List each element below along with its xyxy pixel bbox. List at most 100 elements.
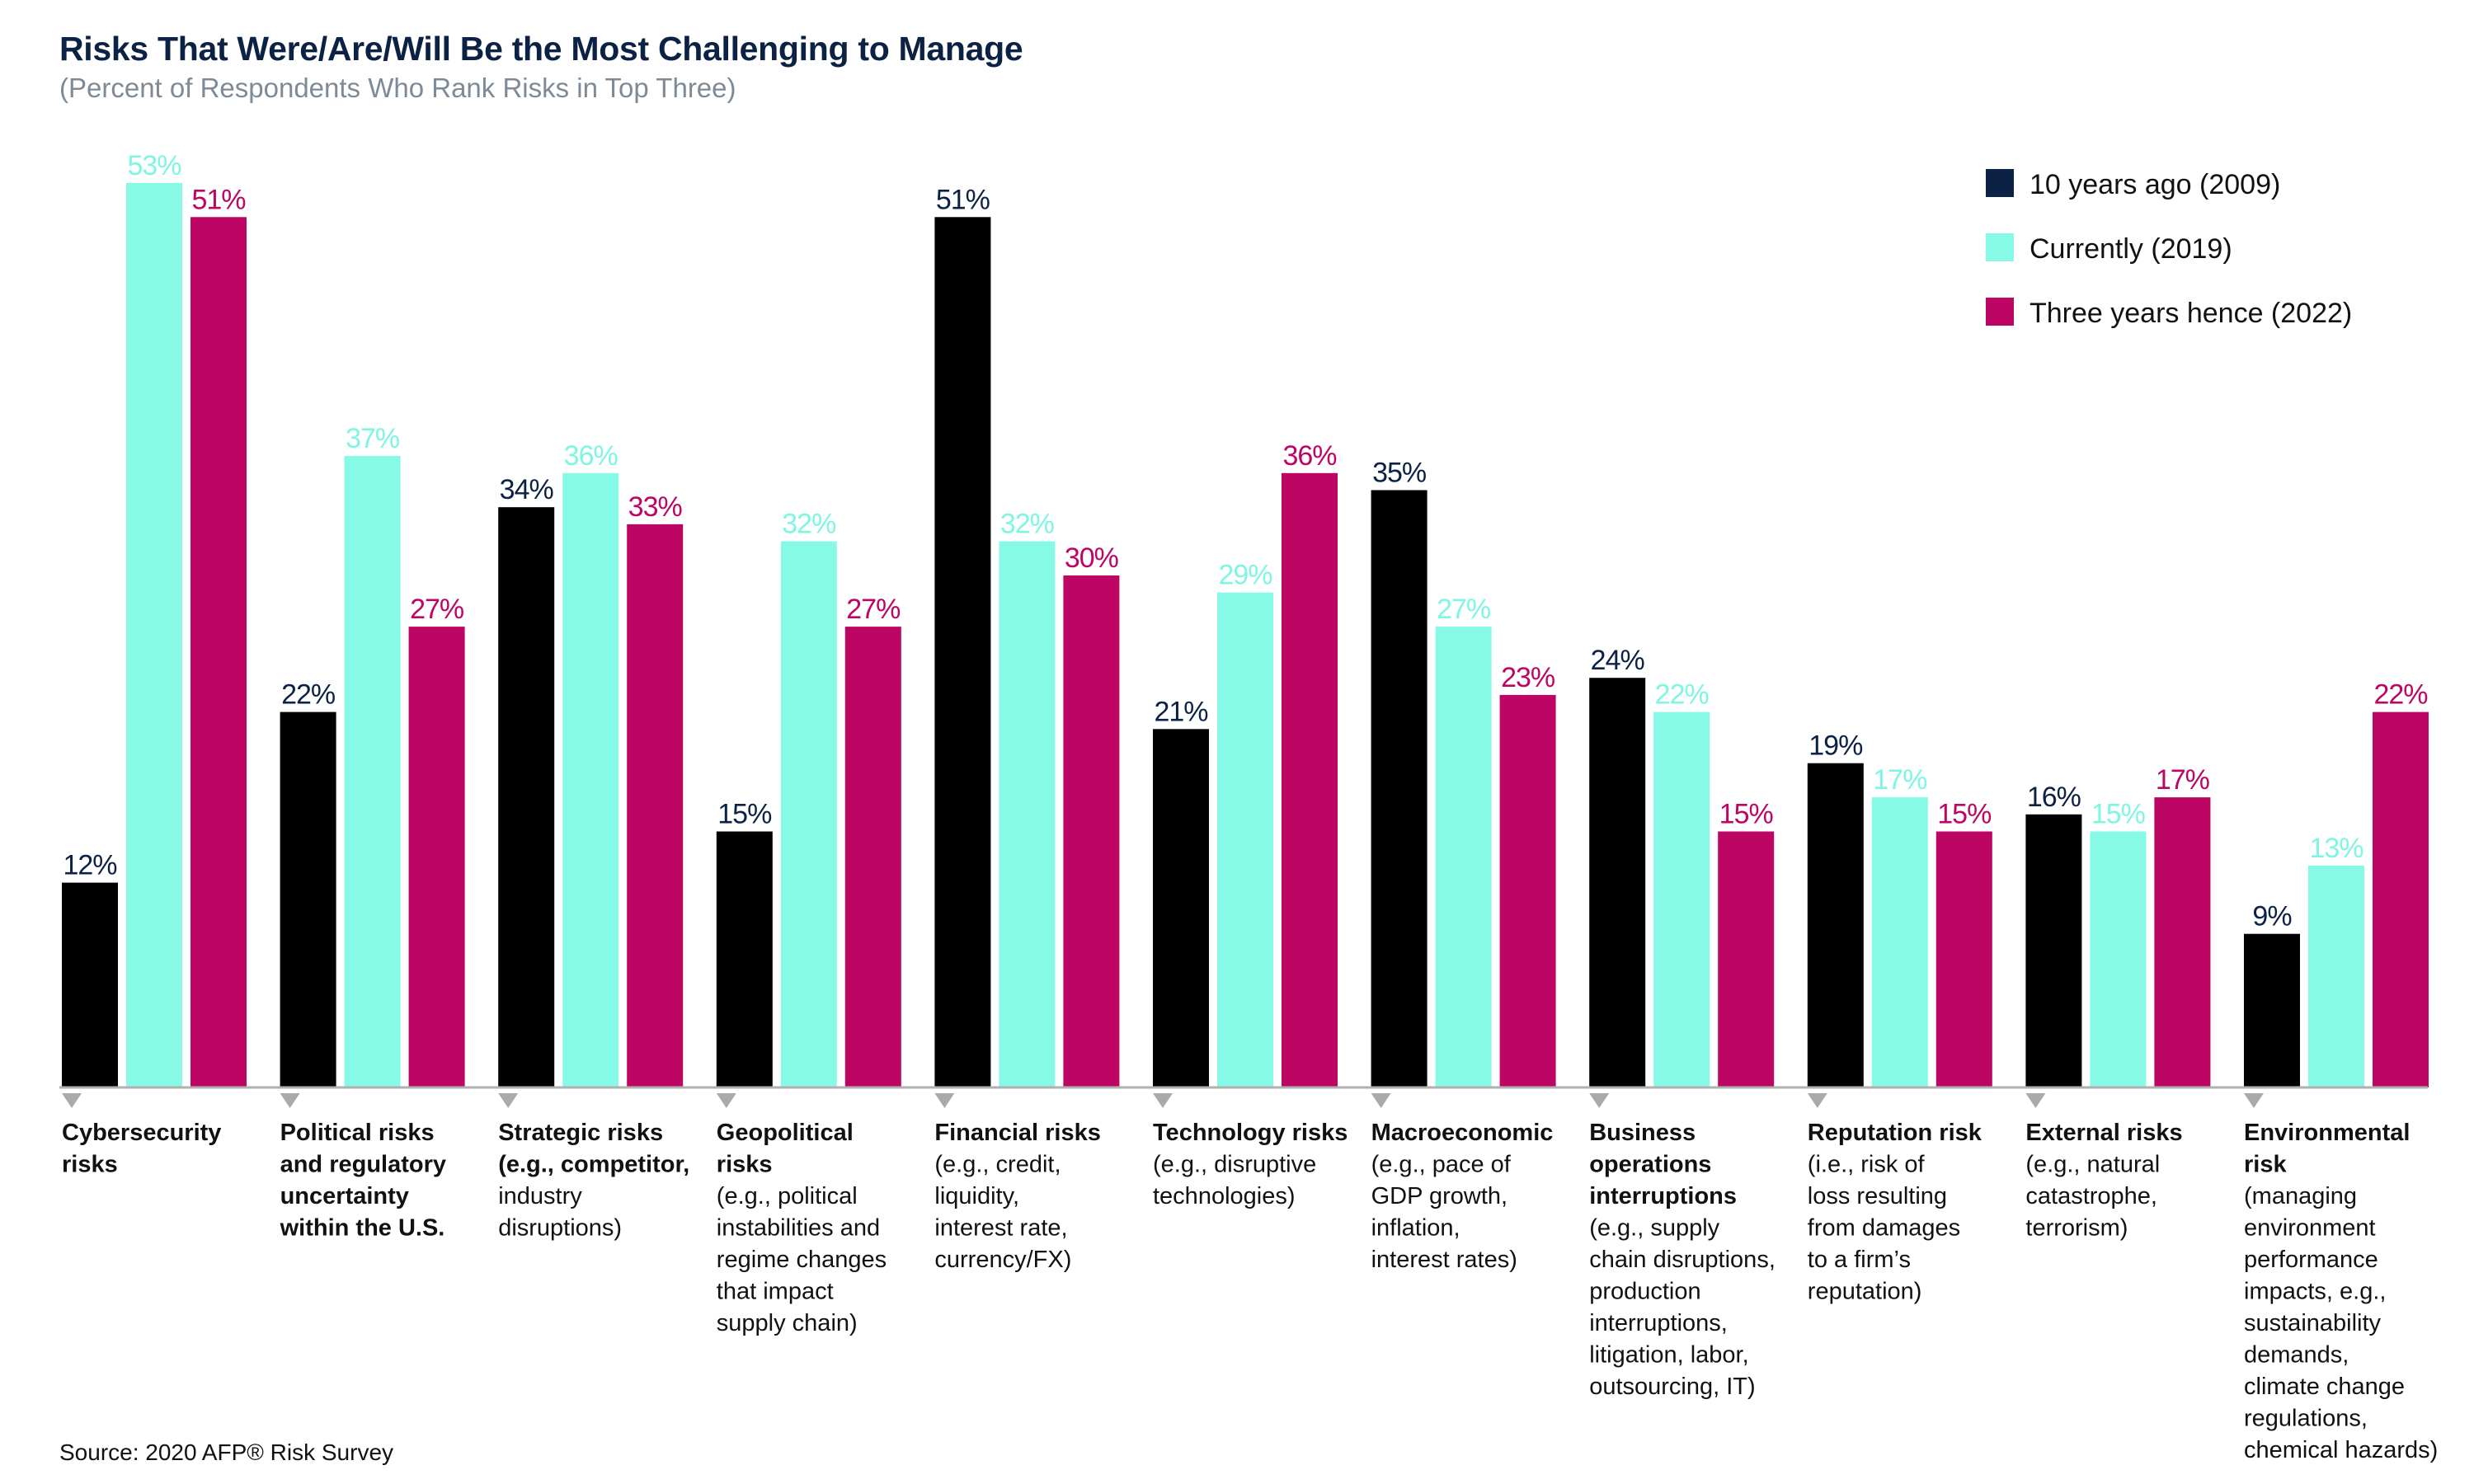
- category-label: from damages: [1808, 1215, 1960, 1242]
- category-label: Environmental: [2244, 1120, 2410, 1146]
- category-label: interest rate,: [934, 1215, 1067, 1242]
- bar: [934, 217, 991, 1087]
- category-label: catastrophe,: [2025, 1183, 2157, 1209]
- data-label: 36%: [1282, 440, 1337, 472]
- data-label: 22%: [1655, 679, 1710, 711]
- category-label: Reputation risk: [1808, 1120, 1982, 1146]
- category-label: litigation, labor,: [1589, 1342, 1748, 1369]
- data-label: 32%: [1000, 509, 1055, 540]
- category-label: Financial risks: [934, 1120, 1101, 1146]
- bar: [1807, 763, 1864, 1087]
- category-label: risks: [62, 1152, 118, 1178]
- category-label: operations: [1589, 1152, 1711, 1178]
- bar: [1217, 592, 1273, 1087]
- bar: [2373, 711, 2429, 1087]
- category-marker-icon: [498, 1093, 519, 1108]
- legend-swatch: [1986, 169, 2014, 197]
- category-label: performance: [2244, 1247, 2378, 1273]
- category-label: Geopolitical: [717, 1120, 854, 1146]
- legend-swatch: [1986, 233, 2014, 261]
- data-label: 27%: [1437, 594, 1491, 625]
- category-marker-icon: [2025, 1093, 2046, 1108]
- data-label: 23%: [1501, 662, 1555, 693]
- category-label: sustainability: [2244, 1310, 2382, 1336]
- bar: [1871, 797, 1928, 1087]
- category-label: (e.g., pace of: [1371, 1152, 1512, 1178]
- category-label: industry: [498, 1183, 582, 1209]
- category-marker-icon: [1589, 1093, 1610, 1108]
- category-label: (e.g., political: [717, 1183, 858, 1209]
- category-label: Macroeconomic: [1371, 1120, 1554, 1146]
- category-marker-icon: [716, 1093, 736, 1108]
- data-label: 16%: [2027, 782, 2081, 813]
- category-label: (e.g., supply: [1589, 1215, 1719, 1242]
- category-label: inflation,: [1371, 1215, 1460, 1242]
- category-label: Business: [1589, 1120, 1696, 1146]
- category-label: chemical hazards): [2244, 1437, 2438, 1463]
- bar: [780, 541, 837, 1087]
- category-label: within the U.S.: [280, 1215, 445, 1242]
- data-label: 22%: [281, 679, 336, 711]
- category-label: Technology risks: [1153, 1120, 1348, 1146]
- data-label: 37%: [346, 423, 400, 454]
- category-label: (managing: [2244, 1183, 2357, 1209]
- category-label: production: [1589, 1279, 1700, 1305]
- category-label: technologies): [1153, 1183, 1296, 1209]
- category-label: that impact: [717, 1279, 834, 1305]
- category-label: climate change: [2244, 1374, 2405, 1400]
- data-label: 27%: [410, 594, 464, 625]
- category-label: disruptions): [498, 1215, 622, 1242]
- category-label: terrorism): [2025, 1215, 2128, 1242]
- category-marker-icon: [1371, 1093, 1391, 1108]
- category-label: interest rates): [1371, 1247, 1517, 1273]
- category-label: GDP growth,: [1371, 1183, 1507, 1209]
- category-label: supply chain): [717, 1310, 858, 1336]
- data-label: 19%: [1808, 730, 1863, 762]
- data-label: 51%: [936, 184, 990, 215]
- bar: [1935, 831, 1992, 1087]
- category-label: Political risks: [280, 1120, 435, 1146]
- category-label: Strategic risks: [498, 1120, 663, 1146]
- data-label: 15%: [1719, 799, 1774, 830]
- data-label: 24%: [1591, 645, 1645, 676]
- data-label: 15%: [2091, 799, 2146, 830]
- category-label: (e.g., competitor,: [498, 1152, 689, 1178]
- bar: [280, 711, 336, 1087]
- bar: [2090, 831, 2147, 1087]
- category-label: External risks: [2025, 1120, 2182, 1146]
- data-label: 33%: [628, 491, 683, 523]
- bar: [2308, 865, 2364, 1087]
- bar: [1435, 627, 1492, 1087]
- bar: [1718, 831, 1775, 1087]
- category-marker-icon: [934, 1093, 955, 1108]
- category-label: interruptions,: [1589, 1310, 1728, 1336]
- category-markers: [62, 1093, 2264, 1108]
- category-label: reputation): [1808, 1279, 1922, 1305]
- category-label: risks: [717, 1152, 773, 1178]
- category-label: outsourcing, IT): [1589, 1374, 1755, 1400]
- bar: [2154, 797, 2211, 1087]
- data-label: 9%: [2252, 901, 2292, 932]
- bar: [1371, 490, 1427, 1087]
- category-label: regime changes: [717, 1247, 887, 1273]
- legend: 10 years ago (2009) Currently (2019) Three…: [1986, 169, 2352, 329]
- category-marker-icon: [1807, 1093, 1827, 1108]
- category-marker-icon: [2244, 1093, 2264, 1108]
- category-label: (i.e., risk of: [1808, 1152, 1926, 1178]
- category-label: currency/FX): [934, 1247, 1071, 1273]
- data-label: 17%: [1873, 764, 1927, 796]
- data-label: 29%: [1218, 560, 1272, 591]
- legend-label: Three years hence (2022): [2030, 298, 2352, 329]
- bar: [1063, 575, 1120, 1087]
- bars-layer: 12% 53% 51% 22% 37% 27% 34% 36% 33% 15% 32% 27% 51% 3…: [62, 150, 2429, 1087]
- category-label: uncertainty: [280, 1183, 409, 1209]
- category-label: and regulatory: [280, 1152, 446, 1178]
- bar: [1589, 678, 1646, 1087]
- bar: [190, 217, 247, 1087]
- bar: [1282, 472, 1338, 1087]
- data-label: 36%: [564, 440, 618, 472]
- category-label: liquidity,: [934, 1183, 1019, 1209]
- category-marker-icon: [62, 1093, 82, 1108]
- category-marker-icon: [280, 1093, 300, 1108]
